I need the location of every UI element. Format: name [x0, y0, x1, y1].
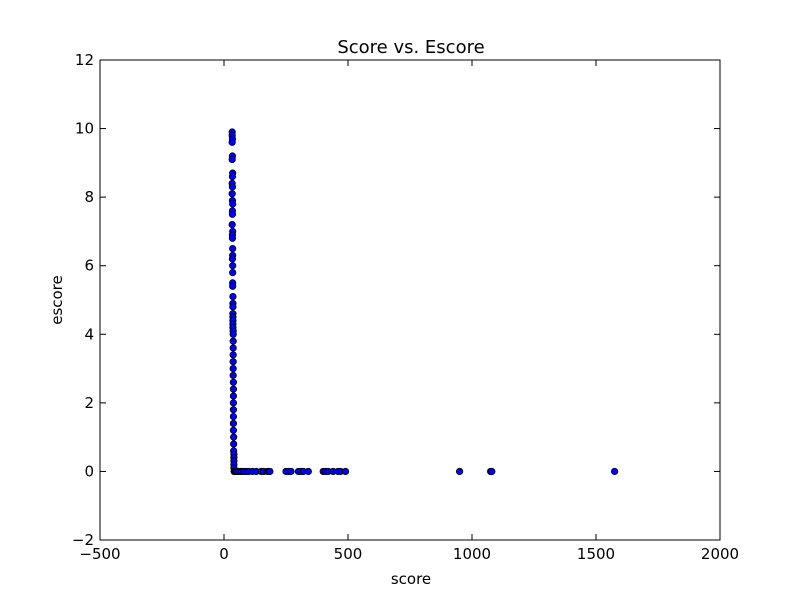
y-tick-label: 8 [84, 188, 94, 206]
scatter-point [610, 467, 619, 476]
scatter-point [229, 419, 238, 428]
scatter-point [229, 244, 237, 253]
scatter-point [229, 268, 237, 277]
chart-title: Score vs. Escore [337, 37, 484, 58]
scatter-point [229, 351, 237, 359]
scatter-point [229, 282, 237, 290]
y-tick-label: 10 [75, 120, 94, 138]
scatter-point [488, 467, 496, 476]
x-tick-label: 1500 [577, 545, 615, 563]
y-axis-label: escore [48, 275, 66, 325]
scatter-point [229, 406, 238, 414]
scatter-point [228, 220, 236, 229]
scatter-point [266, 467, 274, 476]
scatter-point [229, 344, 237, 352]
scatter-point [455, 467, 464, 476]
scatter-point [228, 155, 236, 164]
scatter-point [229, 371, 237, 380]
scatter-point [228, 190, 236, 198]
scatter-point [228, 210, 237, 218]
scatter-point [229, 330, 237, 338]
scatter-point [229, 412, 238, 421]
scatter-point [228, 255, 237, 263]
y-tick-label: 2 [84, 394, 94, 412]
scatter-point [228, 183, 237, 191]
x-axis-label: score [391, 570, 431, 588]
y-tick-label: 4 [84, 325, 94, 343]
scatter-point [229, 364, 237, 373]
points-layer [228, 128, 619, 476]
x-tick-label: −500 [79, 545, 120, 563]
x-tick-label: 1000 [453, 545, 491, 563]
scatter-point [230, 440, 238, 448]
scatter-point [229, 358, 237, 366]
scatter-point [287, 467, 295, 476]
scatter-point [229, 292, 237, 301]
x-tick-label: 2000 [701, 545, 739, 563]
scatter-point [230, 433, 238, 441]
scatter-point [229, 337, 237, 345]
y-tick-label: 12 [75, 51, 94, 69]
x-tick-label: 500 [334, 545, 363, 563]
scatter-point [228, 138, 236, 146]
scatter-point [229, 399, 238, 407]
y-tick-label: 6 [84, 257, 94, 275]
x-tick-label: 0 [219, 545, 229, 563]
scatter-point [229, 426, 238, 434]
scatter-point [229, 262, 237, 270]
scatter-point [341, 467, 350, 476]
y-tick-label: −2 [72, 531, 94, 549]
scatter-point [228, 172, 237, 181]
scatter-point [229, 385, 238, 393]
scatter-point [229, 378, 238, 386]
y-tick-label: 0 [84, 462, 94, 480]
plot-frame [99, 59, 721, 541]
scatter-point [229, 392, 238, 400]
scatter-point [229, 200, 237, 208]
ticks-layer: −500 0 500 1000 1500 2000 −2 0 2 4 6 8 10 12 [72, 51, 739, 563]
scatter-point [304, 467, 312, 476]
scatter-point [229, 303, 237, 311]
scatter-point [228, 234, 237, 242]
